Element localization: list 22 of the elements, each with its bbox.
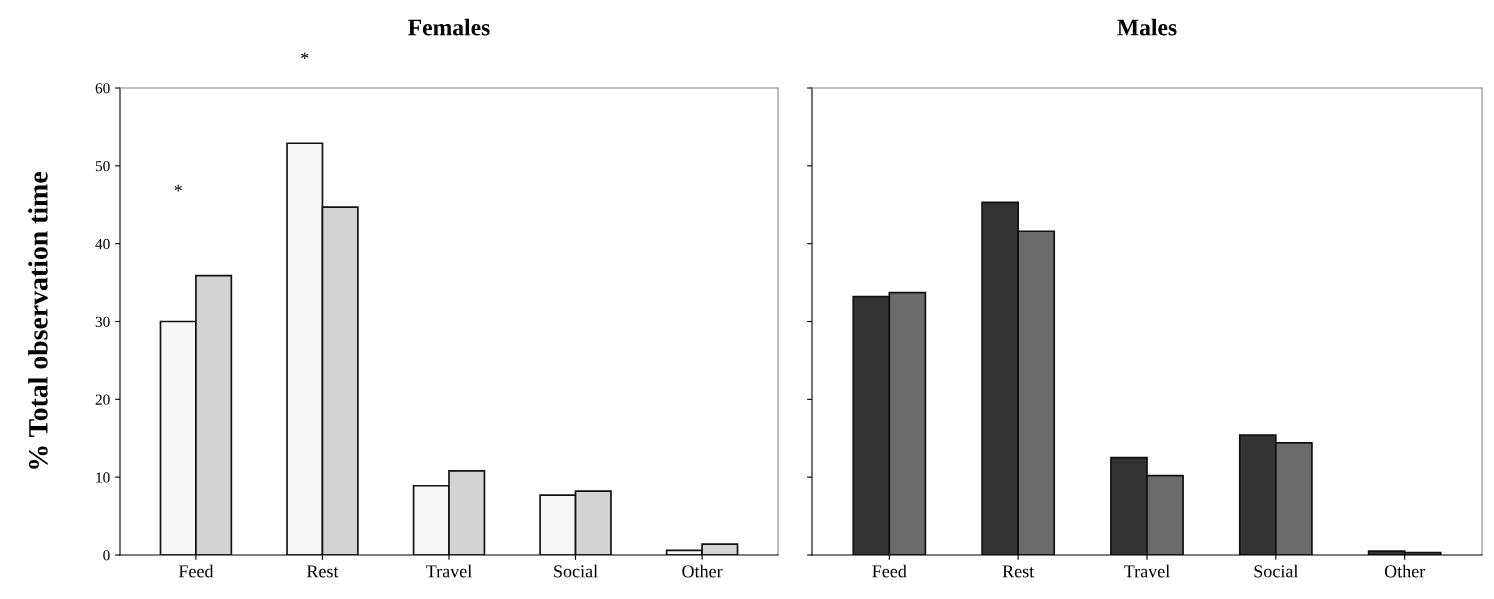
y-axis-title: % Total observation time bbox=[28, 172, 48, 469]
x-tick-label: Rest bbox=[1002, 565, 1035, 578]
x-tick-label: Other bbox=[682, 564, 723, 578]
text: * bbox=[301, 52, 309, 60]
y-tick-label: 50 bbox=[95, 160, 110, 172]
x-tick-label: Feed bbox=[178, 564, 214, 578]
x-tick-label: Social bbox=[1254, 564, 1299, 578]
x-tick-label: Travel bbox=[1124, 564, 1170, 578]
y-tick-label: 60 bbox=[95, 83, 110, 94]
y-tick-label: 0 bbox=[103, 550, 110, 561]
y-tick-label: 10 bbox=[96, 472, 110, 483]
chart-title: Females bbox=[408, 18, 490, 36]
annotation: * bbox=[174, 184, 182, 192]
x-tick-label: Travel bbox=[426, 564, 472, 578]
chart-title: Males bbox=[1117, 18, 1177, 36]
y-tick-label: 40 bbox=[95, 238, 110, 250]
y-tick-label: 30 bbox=[95, 316, 110, 327]
y-tick-label: 20 bbox=[95, 394, 110, 405]
x-tick-label: Social bbox=[554, 564, 598, 578]
x-tick-label: Feed bbox=[872, 564, 907, 578]
x-tick-label: Other bbox=[1384, 564, 1426, 578]
x-tick-label: Rest bbox=[306, 565, 339, 578]
